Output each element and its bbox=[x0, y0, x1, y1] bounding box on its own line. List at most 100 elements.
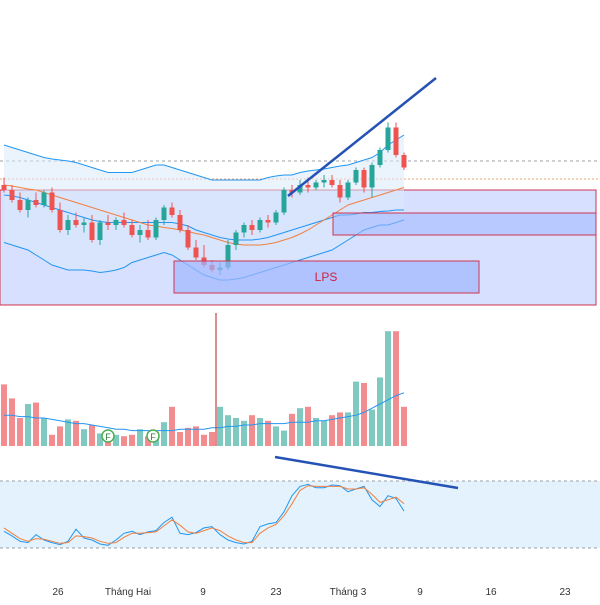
candle[interactable] bbox=[337, 180, 343, 203]
volume-bar[interactable] bbox=[305, 406, 311, 446]
volume-bar[interactable] bbox=[169, 406, 175, 446]
volume-bar[interactable] bbox=[89, 425, 95, 446]
f-marker[interactable]: F bbox=[146, 429, 160, 443]
volume-bar[interactable] bbox=[257, 418, 263, 446]
volume-bar[interactable] bbox=[193, 426, 199, 446]
volume-bar[interactable] bbox=[73, 420, 79, 446]
candle[interactable] bbox=[129, 220, 135, 238]
candle[interactable] bbox=[241, 222, 247, 238]
candle[interactable] bbox=[73, 212, 79, 228]
volume-bar[interactable] bbox=[57, 426, 63, 446]
volume-bar[interactable] bbox=[25, 404, 31, 446]
candle[interactable] bbox=[65, 215, 71, 235]
candle[interactable] bbox=[393, 122, 399, 158]
lps-zone-rect[interactable] bbox=[173, 260, 480, 294]
volume-bar[interactable] bbox=[273, 426, 279, 446]
volume-bar[interactable] bbox=[321, 420, 327, 446]
stoch-divergence-line[interactable] bbox=[274, 455, 459, 490]
candle[interactable] bbox=[401, 152, 407, 171]
volume-bar[interactable] bbox=[17, 418, 23, 446]
candle[interactable] bbox=[281, 187, 287, 216]
candle[interactable] bbox=[81, 217, 87, 233]
candle[interactable] bbox=[345, 180, 351, 200]
candle[interactable] bbox=[145, 220, 151, 240]
candle[interactable] bbox=[57, 202, 63, 233]
candle[interactable] bbox=[369, 162, 375, 198]
volume-bar[interactable] bbox=[377, 377, 383, 446]
volume-bar[interactable] bbox=[81, 429, 87, 446]
volume-bar[interactable] bbox=[97, 433, 103, 446]
volume-bar[interactable] bbox=[65, 419, 71, 446]
candle[interactable] bbox=[249, 220, 255, 235]
volume-bar[interactable] bbox=[161, 422, 167, 446]
volume-bar[interactable] bbox=[177, 432, 183, 446]
candle[interactable] bbox=[105, 215, 111, 230]
volume-bar[interactable] bbox=[401, 406, 407, 446]
candle[interactable] bbox=[25, 197, 31, 218]
candle[interactable] bbox=[137, 225, 143, 243]
volume-bar[interactable] bbox=[353, 381, 359, 446]
candle[interactable] bbox=[97, 220, 103, 245]
candle[interactable] bbox=[273, 210, 279, 225]
volume-bar[interactable] bbox=[233, 418, 239, 446]
candle[interactable] bbox=[113, 217, 119, 231]
candle[interactable] bbox=[169, 202, 175, 218]
volume-bar[interactable] bbox=[313, 418, 319, 446]
volume-bar[interactable] bbox=[145, 436, 151, 446]
volume-bar[interactable] bbox=[209, 432, 215, 446]
volume-bar[interactable] bbox=[329, 415, 335, 446]
drawings-layer[interactable]: LPS bbox=[173, 77, 597, 490]
candle[interactable] bbox=[233, 230, 239, 250]
candle[interactable] bbox=[49, 187, 55, 213]
candle[interactable] bbox=[185, 225, 191, 250]
candle[interactable] bbox=[9, 185, 15, 203]
resistance-zone-rect[interactable] bbox=[332, 212, 597, 236]
candle[interactable] bbox=[353, 167, 359, 186]
volume-bar[interactable] bbox=[297, 408, 303, 446]
volume-bar[interactable] bbox=[393, 331, 399, 446]
volume-bar[interactable] bbox=[201, 434, 207, 446]
candle[interactable] bbox=[193, 240, 199, 260]
candle[interactable] bbox=[177, 210, 183, 233]
candle[interactable] bbox=[17, 192, 23, 213]
volume-bar[interactable] bbox=[41, 418, 47, 446]
volume-bar[interactable] bbox=[265, 420, 271, 446]
volume-bar[interactable] bbox=[137, 429, 143, 446]
volume-bar[interactable] bbox=[337, 412, 343, 446]
volume-bar[interactable] bbox=[49, 434, 55, 446]
price-trendline[interactable] bbox=[287, 77, 437, 197]
candle[interactable] bbox=[89, 215, 95, 243]
candle[interactable] bbox=[1, 177, 7, 193]
volume-bar[interactable] bbox=[281, 430, 287, 446]
volume-bar[interactable] bbox=[249, 415, 255, 446]
candle[interactable] bbox=[41, 190, 47, 208]
volume-bar[interactable] bbox=[9, 398, 15, 446]
volume-bar[interactable] bbox=[385, 331, 391, 446]
candle[interactable] bbox=[329, 175, 335, 188]
volume-bar[interactable] bbox=[185, 427, 191, 446]
candle[interactable] bbox=[385, 122, 391, 153]
candle[interactable] bbox=[377, 147, 383, 168]
candle[interactable] bbox=[257, 217, 263, 233]
volume-bar[interactable] bbox=[225, 415, 231, 446]
candle[interactable] bbox=[153, 217, 159, 241]
volume-bar[interactable] bbox=[113, 434, 119, 446]
volume-bar[interactable] bbox=[33, 402, 39, 446]
volume-bar[interactable] bbox=[345, 412, 351, 446]
candle[interactable] bbox=[361, 167, 367, 193]
volume-bar[interactable] bbox=[241, 420, 247, 446]
volume-bar[interactable] bbox=[217, 406, 223, 446]
volume-bar[interactable] bbox=[129, 434, 135, 446]
volume-bar[interactable] bbox=[369, 409, 375, 446]
candle[interactable] bbox=[265, 215, 271, 228]
volume-bar[interactable] bbox=[361, 383, 367, 446]
candle[interactable] bbox=[161, 205, 167, 225]
candle[interactable] bbox=[321, 175, 327, 188]
volume-bar[interactable] bbox=[289, 413, 295, 446]
candle[interactable] bbox=[121, 212, 127, 228]
volume-bar[interactable] bbox=[121, 436, 127, 446]
f-marker[interactable]: F bbox=[101, 429, 115, 443]
